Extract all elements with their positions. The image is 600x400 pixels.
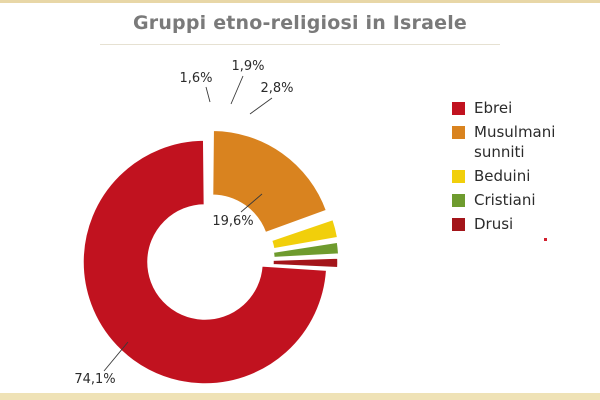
legend-label: Drusi xyxy=(474,215,514,233)
chart-title: Gruppi etno-religiosi in Israele xyxy=(132,12,468,34)
leader-line xyxy=(230,75,244,105)
bottom-border xyxy=(0,393,600,400)
legend-swatch xyxy=(452,218,465,231)
slice-ebrei xyxy=(82,139,328,385)
chart-slices xyxy=(82,129,340,385)
top-border xyxy=(0,0,600,3)
slice-drusi xyxy=(272,257,339,269)
data-label-cristiani: 1,9% xyxy=(231,59,264,74)
legend-label: Ebrei xyxy=(474,99,513,117)
data-label-drusi: 1,6% xyxy=(179,71,212,86)
legend-label: Beduini xyxy=(474,167,531,185)
legend-item-drusi: Drusi xyxy=(452,214,597,236)
legend-swatch xyxy=(452,126,465,139)
slice-cristiani xyxy=(272,241,340,259)
legend-label: Musulmani sunniti xyxy=(474,123,556,161)
data-label-beduini: 2,8% xyxy=(260,81,293,96)
data-labels: 74,1% 19,6% 2,8% 1,9% 1,6% xyxy=(74,59,293,387)
leader-line xyxy=(249,97,273,115)
legend-item-ebrei: Ebrei xyxy=(452,98,597,120)
legend-swatch xyxy=(452,194,465,207)
data-label-ebrei: 74,1% xyxy=(74,372,115,387)
decorative-mark xyxy=(544,238,547,241)
label-leader-lines xyxy=(103,75,273,372)
legend-swatch xyxy=(452,170,465,183)
data-label-musulmani-sunniti: 19,6% xyxy=(212,214,253,229)
legend-item-beduini: Beduini xyxy=(452,166,597,188)
legend-item-musulmani-sunniti: Musulmani sunniti xyxy=(452,122,597,164)
leader-line xyxy=(240,193,263,213)
title-divider xyxy=(100,44,500,45)
slice-musulmani-sunniti xyxy=(211,129,328,234)
legend-label: Cristiani xyxy=(474,191,536,209)
legend-swatch xyxy=(452,102,465,115)
leader-line xyxy=(205,86,211,103)
legend-item-cristiani: Cristiani xyxy=(452,190,597,212)
legend: Ebrei Musulmani sunniti Beduini Cristian… xyxy=(452,98,597,238)
slice-beduini xyxy=(270,218,339,250)
leader-line xyxy=(103,341,129,372)
